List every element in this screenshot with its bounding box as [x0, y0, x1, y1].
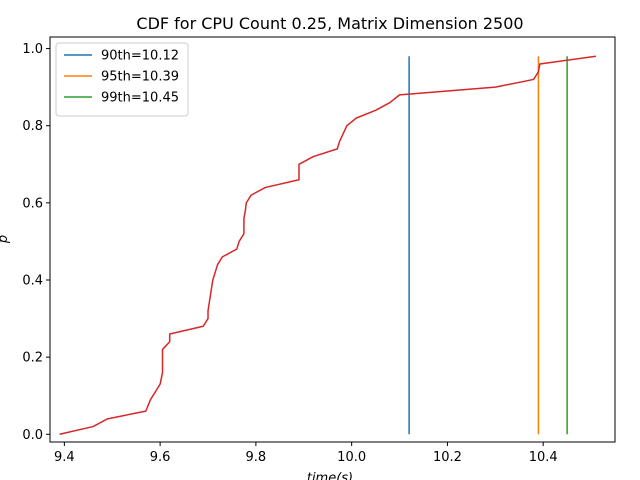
x-tick-label: 10.4	[529, 450, 558, 465]
legend-label: 95th=10.39	[101, 70, 179, 85]
legend-label: 90th=10.12	[101, 49, 179, 64]
cdf-line	[59, 55, 596, 436]
y-tick-label: 0.0	[22, 428, 43, 443]
x-axis-label: time(s)	[307, 471, 353, 480]
y-tick-label: 0.8	[22, 119, 43, 134]
x-tick-label: 9.4	[54, 450, 75, 465]
y-tick-label: 1.0	[22, 42, 43, 57]
y-tick-label: 0.4	[22, 274, 43, 289]
legend-label: 99th=10.45	[101, 91, 179, 106]
legend: 90th=10.12 95th=10.39 99th=10.45	[55, 42, 189, 117]
x-tick-label: 10.2	[433, 450, 462, 465]
x-tick-label: 9.6	[150, 450, 171, 465]
y-axis-label: p	[0, 235, 11, 244]
plot-area-frame	[49, 36, 616, 443]
chart-title: CDF for CPU Count 0.25, Matrix Dimension…	[136, 14, 523, 33]
y-tick-label: 0.6	[22, 196, 43, 211]
y-tick-label: 0.2	[22, 351, 43, 366]
x-tick-label: 9.8	[246, 450, 267, 465]
x-tick-label: 10.0	[337, 450, 366, 465]
